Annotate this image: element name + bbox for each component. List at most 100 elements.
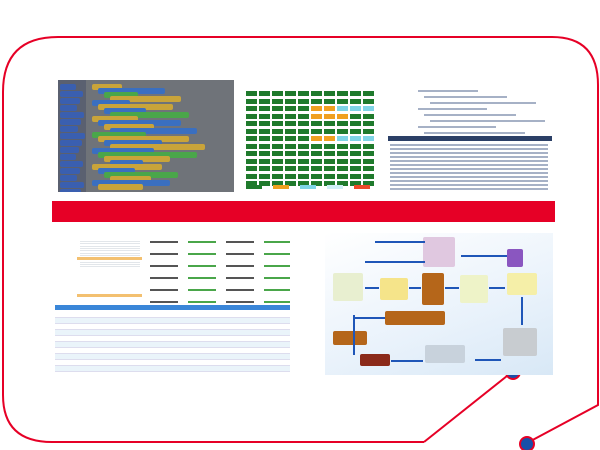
- grid-cell: [311, 106, 322, 111]
- stat-text: [150, 241, 178, 243]
- flow-arrow: [365, 261, 425, 263]
- flow-node: [507, 249, 523, 267]
- code-block: [92, 180, 170, 186]
- code-line: [418, 90, 478, 92]
- logistics-flow-diagram: [325, 233, 553, 375]
- flow-node: [507, 273, 537, 295]
- flow-arrow: [365, 287, 379, 289]
- stat-text: [188, 253, 216, 255]
- grid-cell: [298, 106, 309, 111]
- code-block: [92, 84, 122, 90]
- code-block: [98, 152, 197, 158]
- grid-line: [80, 250, 140, 252]
- source-code-screenshot: [388, 84, 552, 194]
- log-line: [390, 172, 548, 174]
- palette-block: [60, 105, 77, 111]
- palette-block: [60, 133, 85, 139]
- log-line: [390, 188, 548, 190]
- code-block: [110, 176, 151, 182]
- grid-cell: [363, 121, 374, 126]
- grid-cell: [259, 91, 270, 96]
- grid-cell: [324, 173, 335, 179]
- grid-cell: [337, 136, 348, 141]
- code-block: [92, 116, 138, 122]
- stat-text: [188, 241, 216, 243]
- grid-cell: [259, 166, 270, 171]
- grid-cell: [298, 151, 309, 156]
- grid-cell: [246, 113, 257, 119]
- flow-node: [422, 273, 444, 305]
- grid-cell: [363, 143, 374, 149]
- node-dot-lower: [519, 436, 535, 450]
- grid-cell: [337, 158, 348, 164]
- grid-cell: [272, 136, 283, 141]
- table-row: [55, 312, 290, 318]
- code-block: [92, 100, 130, 106]
- code-block: [98, 136, 189, 142]
- code-block: [110, 144, 205, 150]
- stat-text: [264, 277, 290, 279]
- grid-cell: [363, 181, 374, 186]
- grid-cell: [324, 151, 335, 156]
- code-line: [430, 120, 545, 122]
- grid-cell: [363, 166, 374, 171]
- grid-cell: [298, 158, 309, 164]
- grid-line: [80, 264, 140, 265]
- flow-node: [503, 328, 537, 356]
- log-line: [390, 148, 548, 150]
- grid-cell: [311, 98, 322, 104]
- grid-cell: [337, 91, 348, 96]
- frame-connector: [423, 371, 513, 443]
- grid-cell: [298, 181, 309, 186]
- table-header: [55, 305, 290, 310]
- grid-cell: [246, 91, 257, 96]
- grid-cell: [324, 106, 335, 111]
- table-row: [55, 360, 290, 366]
- stat-text: [188, 277, 216, 279]
- table-row: [55, 330, 290, 336]
- grid-line: [80, 261, 140, 263]
- palette-block: [60, 147, 79, 153]
- table-row: [55, 342, 290, 348]
- code-block: [110, 96, 181, 102]
- grid-cell: [311, 151, 322, 156]
- flow-node: [380, 278, 408, 300]
- grid-cell: [350, 158, 361, 164]
- flow-arrow: [461, 255, 507, 257]
- grid-cell: [246, 173, 257, 179]
- grid-cell: [311, 128, 322, 134]
- grid-cell: [259, 106, 270, 111]
- code-block: [104, 92, 138, 98]
- table-row: [55, 324, 290, 330]
- grid-cell: [298, 173, 309, 179]
- grid-cell: [324, 181, 335, 186]
- stat-text: [264, 253, 290, 255]
- grid-cell: [363, 91, 374, 96]
- grid-cell: [246, 151, 257, 156]
- stat-text: [150, 277, 178, 279]
- stat-text: [226, 265, 254, 267]
- grid-cell: [285, 106, 296, 111]
- log-line: [390, 144, 548, 146]
- grid-cell: [350, 166, 361, 171]
- grid-cell: [311, 91, 322, 96]
- stat-text: [264, 265, 290, 267]
- grid-cell: [298, 113, 309, 119]
- log-line: [390, 160, 548, 162]
- stat-text: [264, 301, 290, 303]
- grid-cell: [363, 106, 374, 111]
- grid-cell: [311, 173, 322, 179]
- stat-text: [150, 301, 178, 303]
- palette-block: [60, 175, 77, 181]
- grid-cell: [350, 121, 361, 126]
- code-block: [110, 128, 197, 134]
- grid-cell: [259, 136, 270, 141]
- code-block: [98, 168, 135, 174]
- grid-cell: [272, 98, 283, 104]
- code-line: [424, 96, 507, 98]
- stat-text: [150, 289, 178, 291]
- grid-cell: [337, 181, 348, 186]
- block-programming-screenshot: [58, 80, 234, 192]
- grid-cell: [259, 158, 270, 164]
